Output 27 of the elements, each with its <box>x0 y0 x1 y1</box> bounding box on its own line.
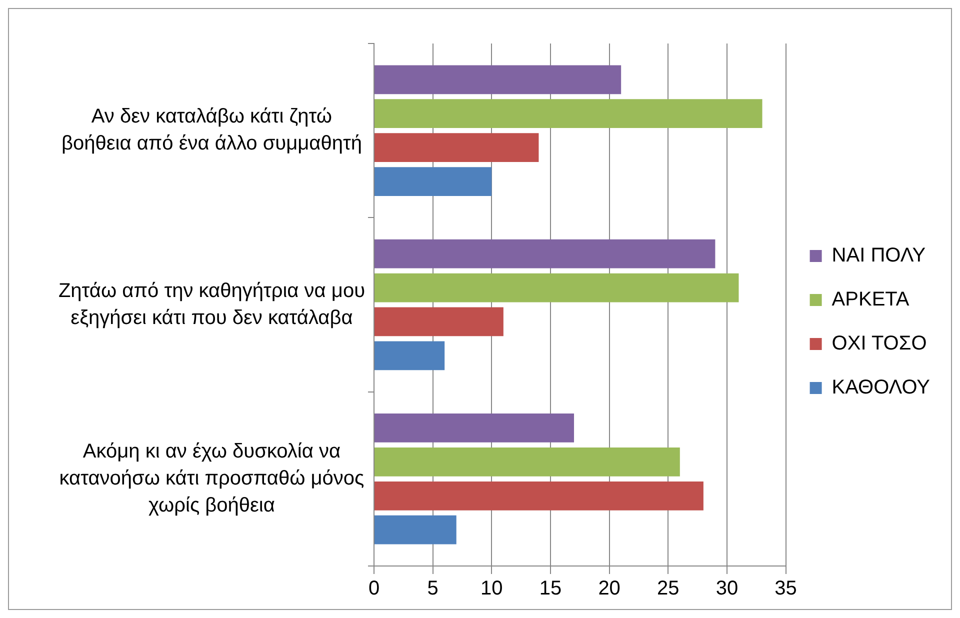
bar <box>374 239 716 268</box>
bar <box>374 65 622 94</box>
legend-label: ΝΑΙ ΠΟΛΥ <box>832 244 926 267</box>
bar <box>374 167 492 196</box>
bar <box>374 307 504 336</box>
y-tick-label: Ζητάω από την καθηγήτρια να μου εξηγήσει κάτι που δεν κατάλαβα <box>58 280 365 329</box>
bar <box>374 341 445 370</box>
x-tick-label: 35 <box>774 578 797 600</box>
legend-label: ΚΑΘΟΛΟΥ <box>832 376 930 399</box>
y-tick-label: Ακόμη κι αν έχω δυσκολία να κατανοήσω κάτι προσπαθώ μόνος χωρίς βοήθεια <box>59 440 365 516</box>
legend-label: ΑΡΚΕΤΑ <box>832 288 910 311</box>
bar <box>374 481 704 510</box>
bar <box>374 515 456 544</box>
x-tick-label: 30 <box>716 578 738 600</box>
bar <box>374 448 680 476</box>
x-tick-label: 15 <box>539 578 562 600</box>
x-tick-label: 5 <box>427 578 438 600</box>
x-tick-label: 25 <box>657 578 680 600</box>
bar <box>374 414 574 442</box>
x-tick-label: 20 <box>598 578 620 600</box>
bar <box>374 273 739 302</box>
legend-label: ΟΧΙ ΤΟΣΟ <box>832 332 927 355</box>
x-tick-label: 10 <box>480 578 503 600</box>
bar <box>374 99 762 128</box>
x-tick-label: 0 <box>368 578 380 600</box>
y-tick-label: Αν δεν καταλάβω κάτι ζητώ βοήθεια από ένα άλλο συμμαθητή <box>61 106 362 155</box>
bar <box>374 133 539 162</box>
